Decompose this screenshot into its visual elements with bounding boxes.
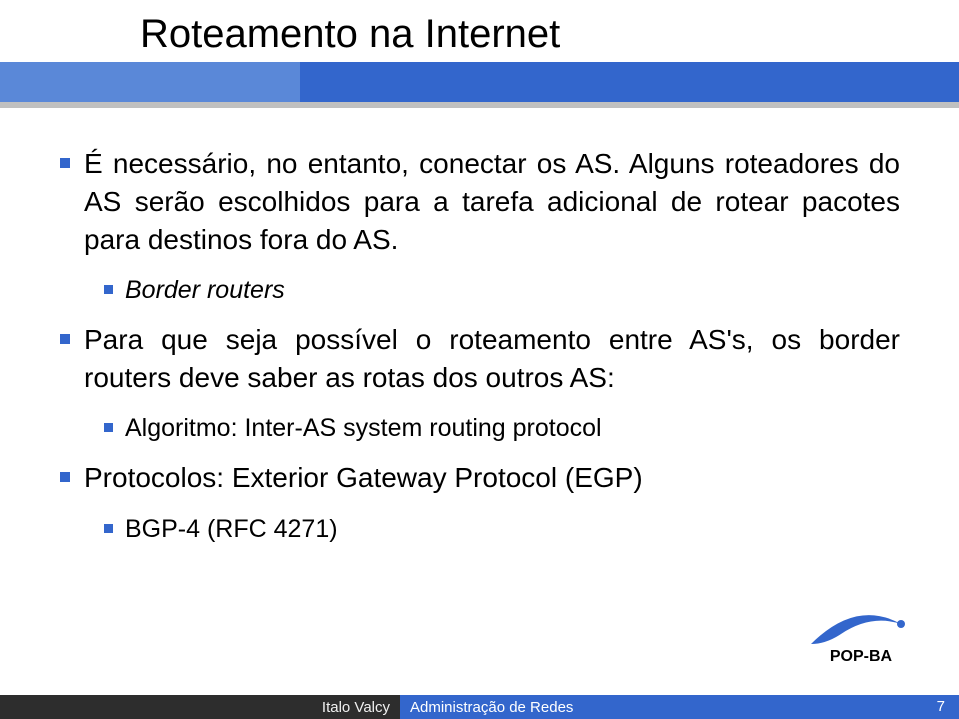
title-bar: Roteamento na Internet [0,0,959,110]
footer-left: Italo Valcy [0,695,400,719]
bullet-icon [104,423,113,432]
bullet-text: Border routers [125,274,285,307]
bullet-text: Algoritmo: Inter-AS system routing proto… [125,412,602,445]
page-title: Roteamento na Internet [140,12,560,57]
footer-author: Italo Valcy [322,699,390,716]
title-stripe-light [0,62,300,102]
footer-course: Administração de Redes [410,699,573,716]
content-area: É necessário, no entanto, conectar os AS… [60,145,900,559]
bullet-item: É necessário, no entanto, conectar os AS… [60,145,900,258]
bullet-item: Border routers [104,274,900,307]
bullet-icon [60,472,70,482]
bullet-icon [104,524,113,533]
swoosh-icon [811,615,901,644]
bullet-item: BGP-4 (RFC 4271) [104,513,900,546]
bullet-text: É necessário, no entanto, conectar os AS… [84,145,900,258]
bullet-icon [60,334,70,344]
title-underline [0,102,959,108]
logo: POP-BA [801,589,921,669]
bullet-icon [104,285,113,294]
footer-right: Administração de Redes 7 [400,695,959,719]
bullet-text: Para que seja possível o roteamento entr… [84,321,900,397]
slide: Roteamento na Internet É necessário, no … [0,0,959,719]
bullet-item: Protocolos: Exterior Gateway Protocol (E… [60,459,900,497]
bullet-text: Protocolos: Exterior Gateway Protocol (E… [84,459,643,497]
logo-text: POP-BA [830,648,893,665]
footer-bar: Italo Valcy Administração de Redes 7 [0,689,959,719]
bullet-icon [60,158,70,168]
bullet-text: BGP-4 (RFC 4271) [125,513,338,546]
bullet-item: Algoritmo: Inter-AS system routing proto… [104,412,900,445]
page-number: 7 [937,698,945,715]
bullet-item: Para que seja possível o roteamento entr… [60,321,900,397]
